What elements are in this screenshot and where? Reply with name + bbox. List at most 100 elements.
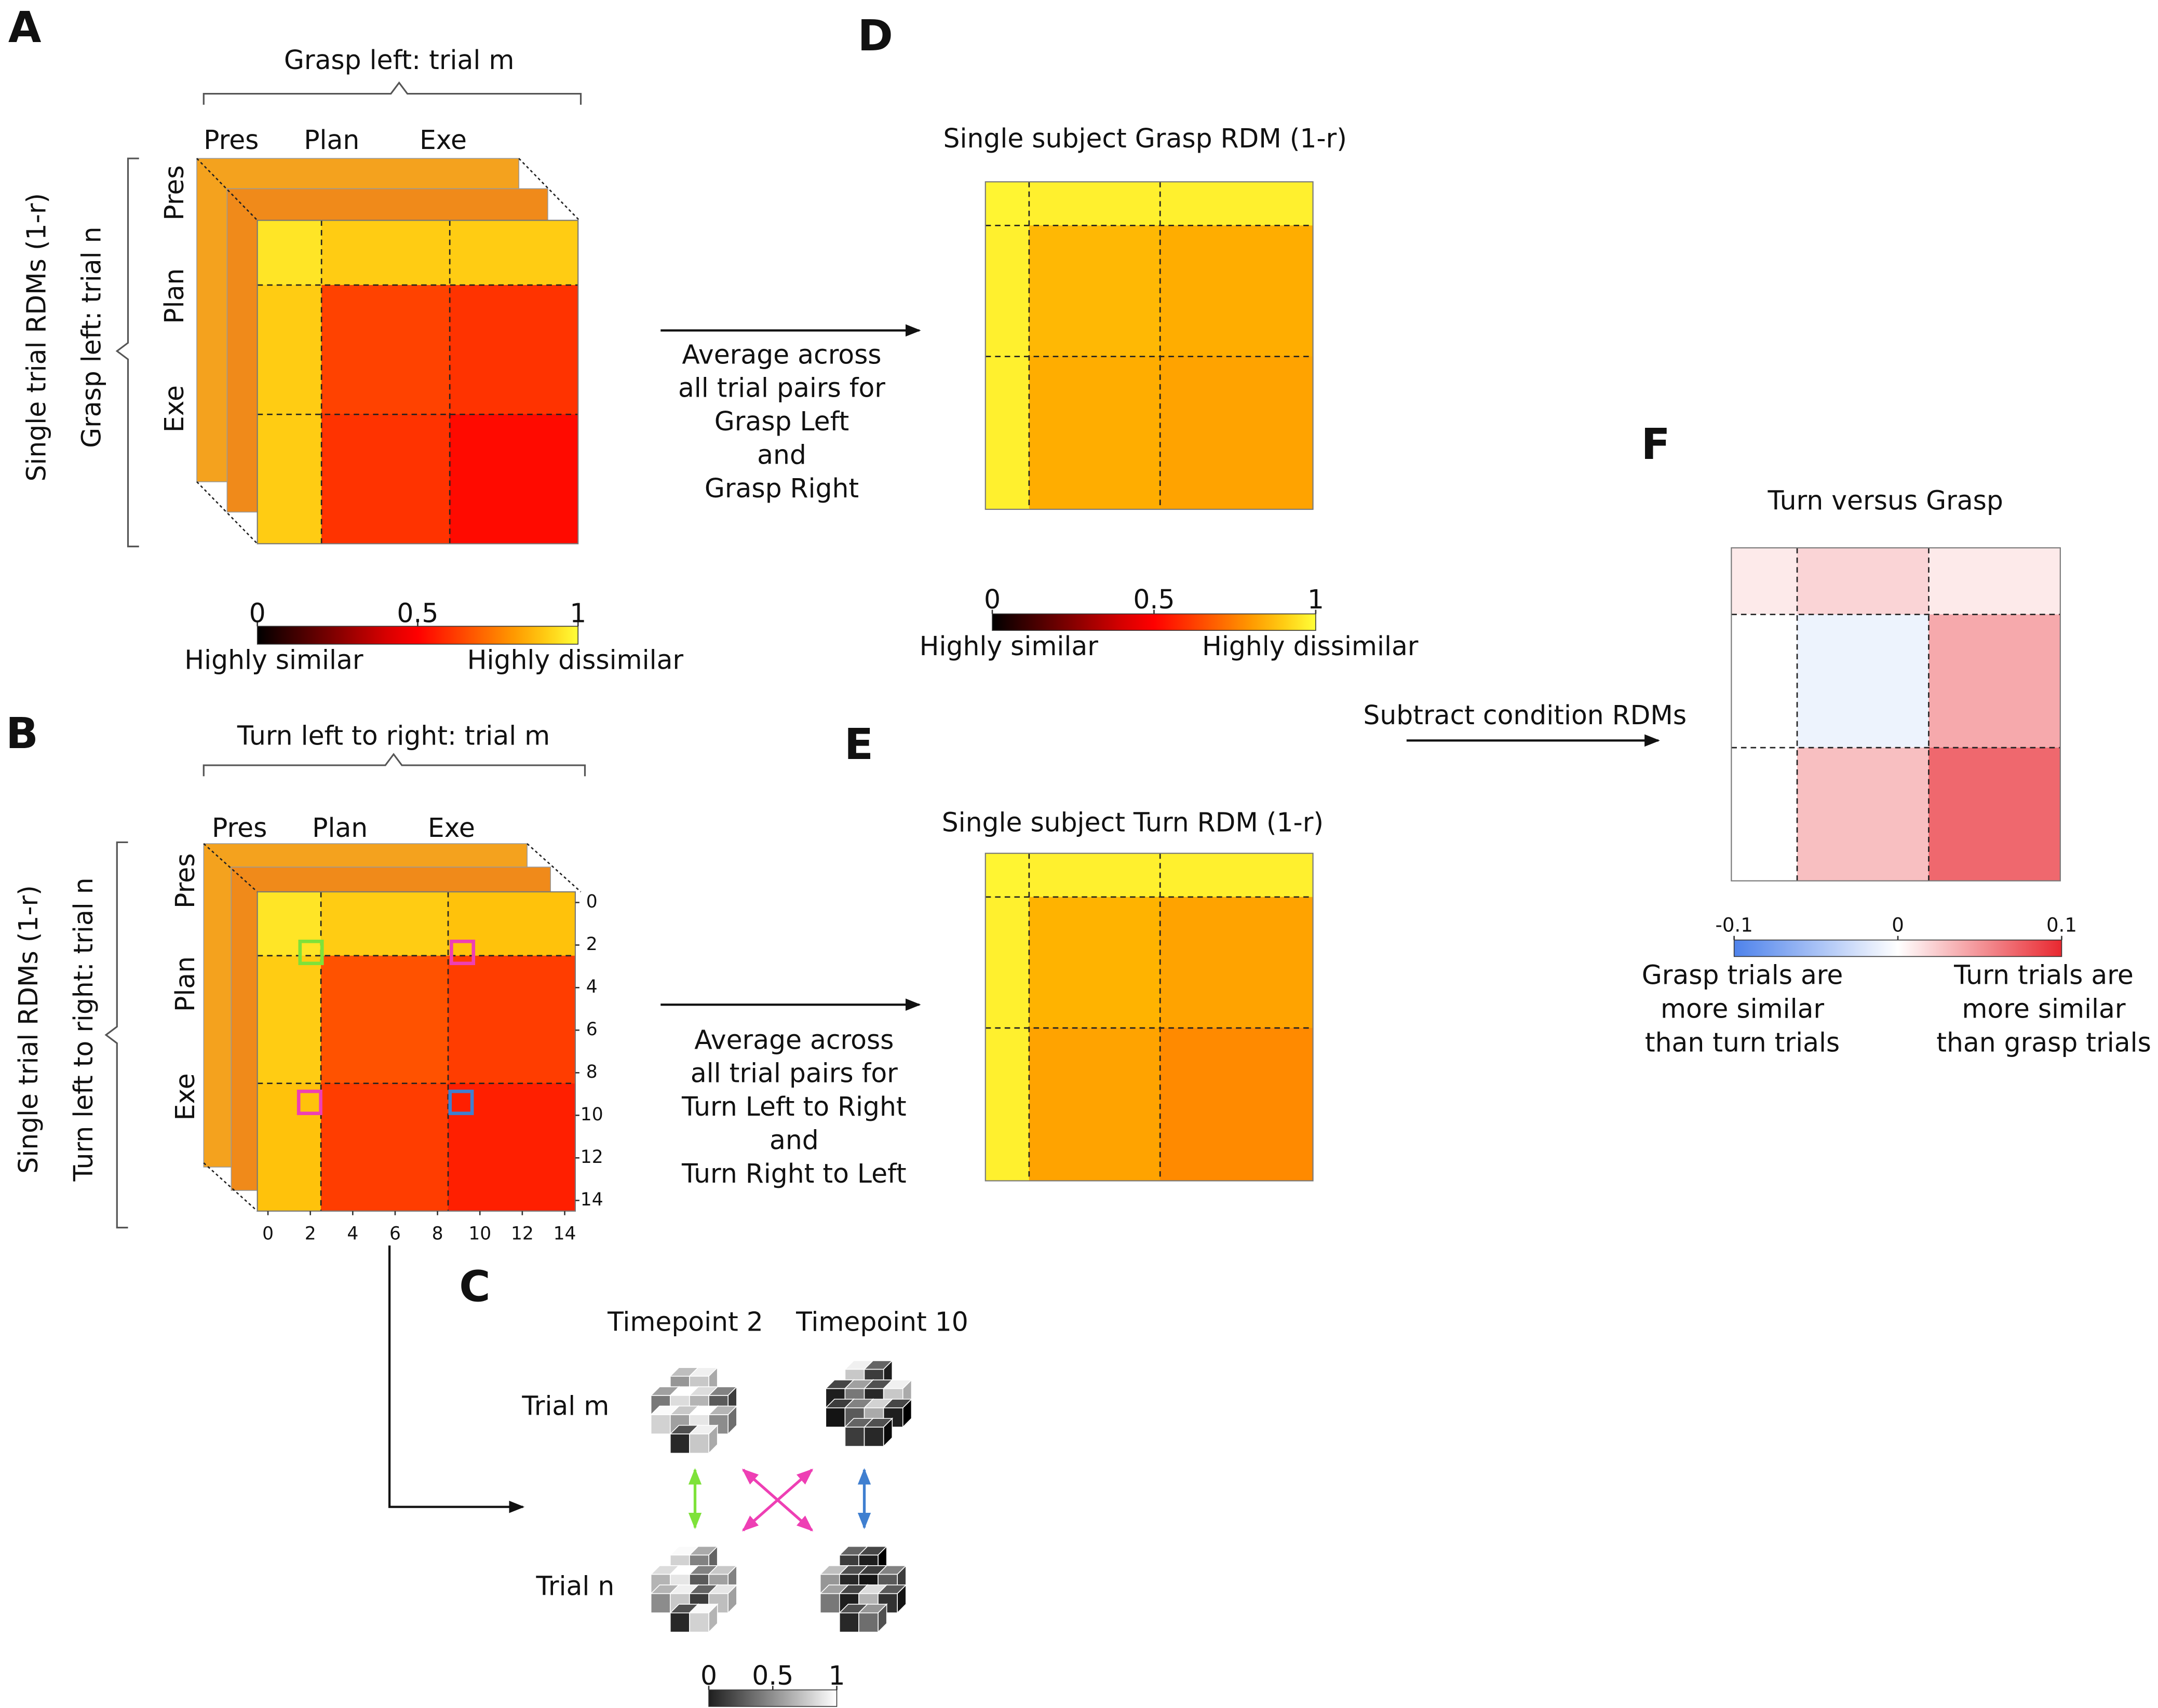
- panel-letter: E: [844, 720, 873, 769]
- axis-label: Single trial RDMs (1-r): [21, 193, 52, 482]
- colorbar: [1733, 939, 2062, 957]
- colorbar-label: Grasp trials are: [1642, 960, 1843, 991]
- phase-label: Exe: [428, 812, 475, 843]
- heatmap-cell: [985, 182, 1030, 226]
- heatmap-cell: [1160, 225, 1314, 357]
- heatmap-cell: [1160, 182, 1314, 226]
- heatmap-cell: [1029, 225, 1161, 357]
- stack-edge: [196, 481, 258, 545]
- voxel: [864, 1427, 884, 1447]
- heatmap-cell: [321, 220, 450, 286]
- heatmap-cell: [257, 955, 321, 1084]
- panel-letter: D: [858, 11, 893, 61]
- voxel: [650, 1593, 671, 1614]
- x-tick-label: 12: [511, 1223, 534, 1244]
- x-tick-label: 8: [432, 1223, 443, 1244]
- trial-label: Trial n: [536, 1571, 615, 1602]
- x-tick-label: 2: [305, 1223, 316, 1244]
- y-tick-label: 2: [586, 934, 598, 955]
- heatmap-cell: [1160, 1028, 1314, 1182]
- heatmap-cell: [321, 414, 450, 545]
- axis-label: Single trial RDMs (1-r): [13, 885, 44, 1174]
- heatmap-cell: [1797, 614, 1930, 748]
- heatmap-cell: [257, 285, 322, 415]
- arrow-label: Average across: [694, 1024, 894, 1055]
- brace: [203, 753, 586, 777]
- panel-letter: A: [8, 3, 42, 52]
- trial-label: Trial m: [521, 1390, 609, 1421]
- heatmap-cell: [1160, 853, 1314, 898]
- highlight-box: [448, 1089, 474, 1115]
- stack-edge: [203, 843, 258, 892]
- heatmap-cell: [450, 285, 579, 415]
- brace: [203, 81, 582, 105]
- heatmap-cell: [985, 225, 1030, 357]
- timepoint-label: Timepoint 2: [607, 1307, 763, 1337]
- colorbar-label: Highly similar: [920, 631, 1099, 661]
- heatmap-cell: [985, 356, 1030, 510]
- arrow-label: Turn Right to Left: [681, 1158, 907, 1189]
- arrow-label: Subtract condition RDMs: [1363, 700, 1687, 730]
- phase-label: Pres: [170, 853, 200, 909]
- y-tick-label: 10: [581, 1104, 603, 1125]
- heatmap-cell: [1731, 614, 1798, 748]
- stack-edge: [196, 158, 258, 221]
- colorbar-tick-label: 0.1: [2046, 914, 2077, 937]
- heatmap-cell: [257, 220, 322, 286]
- highlight-box: [298, 939, 324, 966]
- arrow-label: and: [757, 440, 806, 470]
- panel-letter: F: [1641, 420, 1670, 469]
- colorbar-tick-label: -0.1: [1715, 914, 1752, 937]
- heatmap-cell: [1029, 182, 1161, 226]
- x-tick-label: 10: [468, 1223, 491, 1244]
- y-tick-label: 4: [586, 977, 598, 997]
- phase-label: Pres: [212, 812, 267, 843]
- stack-edge: [518, 158, 580, 221]
- voxel: [689, 1612, 709, 1633]
- arrow-label: Turn Left to Right: [681, 1091, 907, 1122]
- heatmap-frame: [257, 891, 576, 1212]
- colorbar-label: than turn trials: [1645, 1027, 1840, 1058]
- voxel: [844, 1427, 865, 1447]
- highlight-box: [296, 1089, 322, 1115]
- heatmap-cell: [985, 1028, 1030, 1182]
- heatmap-cell: [1797, 748, 1930, 882]
- heatmap-cell: [1928, 748, 2061, 882]
- y-tick-label: 8: [586, 1062, 598, 1082]
- brace: [115, 157, 139, 548]
- heatmap-cell: [321, 285, 450, 415]
- heatmap-cell: [257, 1083, 321, 1212]
- heatmap-cell: [1928, 548, 2061, 615]
- heatmap-frame: [984, 852, 1314, 1182]
- heatmap-cell: [1029, 356, 1161, 510]
- voxel: [825, 1407, 846, 1428]
- x-tick-label: 4: [347, 1223, 358, 1244]
- phase-label: Exe: [170, 1073, 200, 1120]
- phase-label: Plan: [159, 268, 190, 324]
- colorbar-tick-label: 0.5: [752, 1660, 793, 1691]
- colorbar-tick-label: 0: [700, 1660, 717, 1691]
- colorbar-label: than grasp trials: [1936, 1027, 2151, 1058]
- voxel: [670, 1433, 690, 1454]
- heatmap-cell: [321, 891, 449, 956]
- colorbar-tick-label: 0: [249, 598, 266, 629]
- colorbar-tick-label: 0: [1892, 914, 1904, 937]
- phase-label: Plan: [170, 956, 200, 1012]
- phase-label: Pres: [204, 125, 259, 155]
- heatmap-cell: [257, 414, 322, 545]
- heatmap-cell: [321, 955, 449, 1084]
- heatmap-cell: [448, 955, 576, 1084]
- phase-label: Plan: [312, 812, 368, 843]
- axis-label: Grasp left: trial n: [76, 227, 107, 448]
- panel-letter: B: [6, 709, 38, 758]
- heatmap-cell: [1928, 614, 2061, 748]
- panel-title: Single subject Turn RDM (1-r): [942, 807, 1324, 838]
- y-tick-label: 14: [581, 1189, 603, 1210]
- y-tick-label: 6: [586, 1019, 598, 1040]
- heatmap-frame: [984, 181, 1314, 510]
- arrow: [741, 1469, 814, 1531]
- voxel: [708, 1414, 729, 1434]
